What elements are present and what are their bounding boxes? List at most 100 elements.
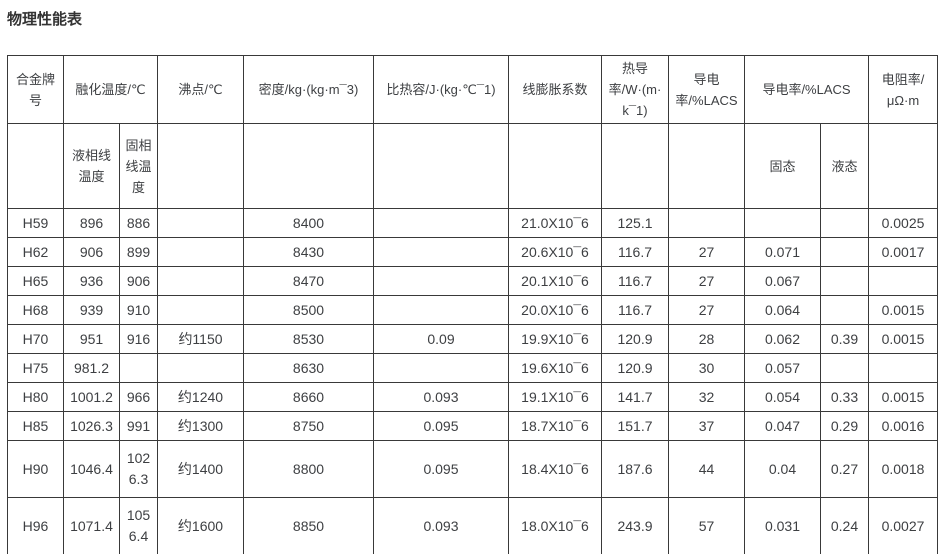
cell-conductivity: 27 xyxy=(668,295,745,325)
table-row: H80 1001.2 966 约1240 8660 0.093 19.1X10¯6 141.7… xyxy=(7,382,939,412)
cell-density: 8660 xyxy=(243,382,374,412)
col-header-empty-specific-heat xyxy=(373,123,509,209)
cell-boiling-point: 约1240 xyxy=(157,382,244,412)
col-header-solidus-temp: 固相线温度 xyxy=(119,123,158,209)
table-row: H59 896 886 8400 21.0X10¯6 125.1 0.0025 xyxy=(7,208,939,238)
cell-boiling-point: 约1150 xyxy=(157,324,244,354)
cell-solidus-temp xyxy=(119,353,158,383)
table-row: H75 981.2 8630 19.6X10¯6 120.9 30 0.057 xyxy=(7,353,939,383)
cell-conductivity-solid: 0.04 xyxy=(744,440,821,498)
cell-resistivity: 0.0015 xyxy=(868,324,939,354)
cell-resistivity: 0.0025 xyxy=(868,208,939,238)
cell-conductivity: 27 xyxy=(668,237,745,267)
cell-linear-expansion: 18.7X10¯6 xyxy=(508,411,602,441)
cell-boiling-point: 约1600 xyxy=(157,497,244,554)
cell-resistivity xyxy=(868,353,939,383)
cell-liquidus-temp: 906 xyxy=(63,237,120,267)
cell-specific-heat: 0.093 xyxy=(373,382,509,412)
cell-linear-expansion: 18.4X10¯6 xyxy=(508,440,602,498)
cell-density: 8500 xyxy=(243,295,374,325)
cell-thermal-conductivity: 125.1 xyxy=(601,208,669,238)
cell-specific-heat: 0.093 xyxy=(373,497,509,554)
cell-conductivity-liquid xyxy=(819,208,870,238)
col-header-thermal-conductivity: 热导率/W·(m·k¯1) xyxy=(601,55,669,124)
cell-alloy: H85 xyxy=(7,411,64,441)
table-row: H90 1046.4 1026.3 约1400 8800 0.095 18.4X10¯6 18… xyxy=(7,440,939,498)
cell-boiling-point xyxy=(157,295,244,325)
cell-linear-expansion: 19.1X10¯6 xyxy=(508,382,602,412)
col-header-linear-expansion: 线膨胀系数 xyxy=(508,55,602,124)
cell-solidus-temp: 899 xyxy=(119,237,158,267)
table-body: H59 896 886 8400 21.0X10¯6 125.1 0.0025 H62 906 8… xyxy=(7,208,939,554)
cell-conductivity-solid: 0.057 xyxy=(744,353,821,383)
cell-specific-heat xyxy=(373,295,509,325)
col-header-melting-temp: 融化温度/℃ xyxy=(63,55,158,124)
cell-linear-expansion: 20.6X10¯6 xyxy=(508,237,602,267)
table-row: H68 939 910 8500 20.0X10¯6 116.7 27 0.064 0.0015 xyxy=(7,295,939,325)
cell-specific-heat xyxy=(373,208,509,238)
cell-liquidus-temp: 896 xyxy=(63,208,120,238)
cell-solidus-temp: 966 xyxy=(119,382,158,412)
col-header-empty-alloy xyxy=(7,123,64,209)
cell-conductivity-liquid xyxy=(819,237,870,267)
cell-resistivity: 0.0018 xyxy=(868,440,939,498)
cell-specific-heat xyxy=(373,237,509,267)
table-row: H70 951 916 约1150 8530 0.09 19.9X10¯6 120.9 28 0.… xyxy=(7,324,939,354)
cell-solidus-temp: 991 xyxy=(119,411,158,441)
cell-linear-expansion: 19.6X10¯6 xyxy=(508,353,602,383)
col-header-boiling-point: 沸点/℃ xyxy=(157,55,244,124)
cell-linear-expansion: 20.1X10¯6 xyxy=(508,266,602,296)
cell-alloy: H59 xyxy=(7,208,64,238)
cell-density: 8750 xyxy=(243,411,374,441)
page-title: 物理性能表 xyxy=(7,11,83,28)
cell-alloy: H75 xyxy=(7,353,64,383)
cell-solidus-temp: 906 xyxy=(119,266,158,296)
cell-conductivity-liquid xyxy=(819,295,870,325)
cell-resistivity: 0.0016 xyxy=(868,411,939,441)
col-header-empty-conductivity xyxy=(668,123,745,209)
cell-specific-heat xyxy=(373,266,509,296)
cell-alloy: H68 xyxy=(7,295,64,325)
cell-linear-expansion: 18.0X10¯6 xyxy=(508,497,602,554)
cell-density: 8470 xyxy=(243,266,374,296)
cell-solidus-temp: 910 xyxy=(119,295,158,325)
cell-density: 8530 xyxy=(243,324,374,354)
cell-linear-expansion: 20.0X10¯6 xyxy=(508,295,602,325)
cell-alloy: H70 xyxy=(7,324,64,354)
cell-boiling-point: 约1300 xyxy=(157,411,244,441)
cell-thermal-conductivity: 116.7 xyxy=(601,237,669,267)
col-header-solid-state: 固态 xyxy=(744,123,821,209)
col-header-alloy: 合金牌号 xyxy=(7,55,64,124)
cell-liquidus-temp: 936 xyxy=(63,266,120,296)
cell-density: 8430 xyxy=(243,237,374,267)
cell-liquidus-temp: 1046.4 xyxy=(63,440,120,498)
cell-conductivity-solid: 0.067 xyxy=(744,266,821,296)
cell-conductivity-liquid xyxy=(819,266,870,296)
cell-conductivity-liquid xyxy=(819,353,870,383)
physical-properties-table: 合金牌号 融化温度/℃ 沸点/℃ 密度/kg·(kg·m¯3) 比热容/J·(k… xyxy=(7,55,939,554)
cell-solidus-temp: 1056.4 xyxy=(119,497,158,554)
col-header-conductivity: 导电率/%LACS xyxy=(668,55,745,124)
cell-conductivity: 32 xyxy=(668,382,745,412)
cell-thermal-conductivity: 120.9 xyxy=(601,353,669,383)
cell-liquidus-temp: 1001.2 xyxy=(63,382,120,412)
cell-alloy: H65 xyxy=(7,266,64,296)
col-header-liquid-state: 液态 xyxy=(819,123,870,209)
cell-resistivity xyxy=(868,266,939,296)
cell-resistivity: 0.0015 xyxy=(868,295,939,325)
table-row: H65 936 906 8470 20.1X10¯6 116.7 27 0.067 xyxy=(7,266,939,296)
cell-resistivity: 0.0015 xyxy=(868,382,939,412)
cell-linear-expansion: 21.0X10¯6 xyxy=(508,208,602,238)
cell-conductivity xyxy=(668,208,745,238)
cell-boiling-point xyxy=(157,353,244,383)
cell-conductivity: 27 xyxy=(668,266,745,296)
cell-conductivity-liquid: 0.29 xyxy=(819,411,870,441)
cell-conductivity: 28 xyxy=(668,324,745,354)
cell-conductivity-liquid: 0.33 xyxy=(819,382,870,412)
cell-alloy: H80 xyxy=(7,382,64,412)
cell-resistivity: 0.0017 xyxy=(868,237,939,267)
cell-boiling-point xyxy=(157,208,244,238)
cell-liquidus-temp: 1026.3 xyxy=(63,411,120,441)
cell-solidus-temp: 916 xyxy=(119,324,158,354)
cell-specific-heat xyxy=(373,353,509,383)
